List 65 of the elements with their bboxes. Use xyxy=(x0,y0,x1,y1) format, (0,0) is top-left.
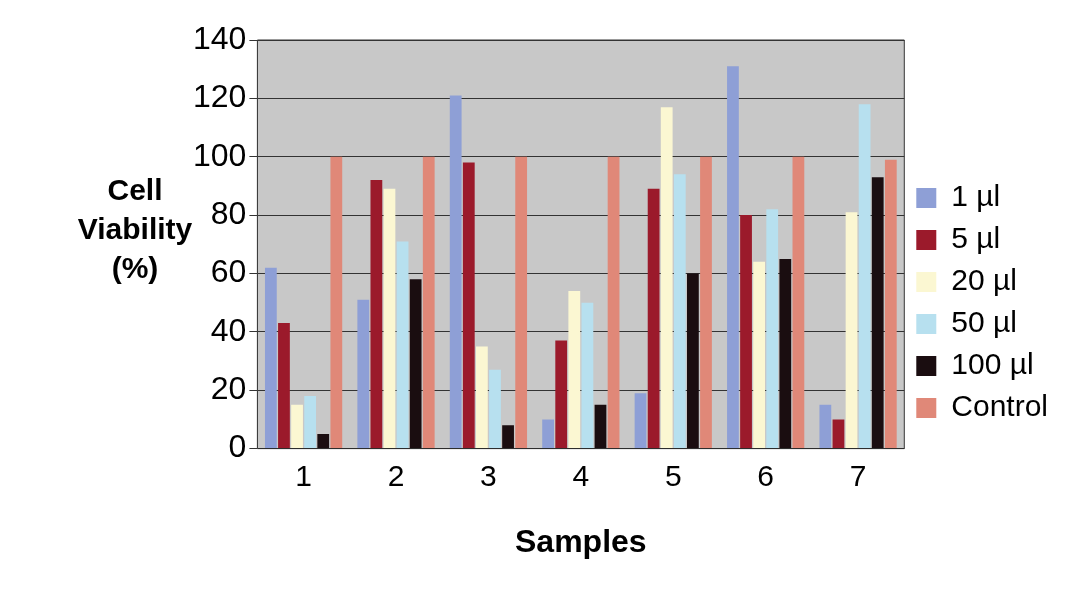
bar xyxy=(594,404,607,449)
y-tick-label: 100 xyxy=(193,136,247,173)
bar xyxy=(607,156,620,449)
x-tick-label: 4 xyxy=(572,458,590,492)
bar xyxy=(871,177,884,449)
x-tick-label: 5 xyxy=(664,458,682,492)
x-axis-title: Samples xyxy=(515,522,647,559)
bar xyxy=(832,419,845,449)
y-axis-title: Cell Viability (%) xyxy=(77,173,193,284)
bar xyxy=(357,299,370,449)
y-tick-label: 80 xyxy=(210,194,247,231)
legend-label: 50 µl xyxy=(951,305,1017,339)
bar xyxy=(779,258,792,449)
x-tick-label: 6 xyxy=(757,458,775,492)
bar xyxy=(740,215,752,449)
x-tick-label: 2 xyxy=(387,458,405,492)
bar xyxy=(291,404,303,449)
bar xyxy=(383,188,396,449)
bar xyxy=(819,404,832,449)
legend-label: 20 µl xyxy=(951,263,1017,297)
bar xyxy=(568,291,581,449)
y-tick-label: 0 xyxy=(228,428,247,465)
bar xyxy=(304,396,317,449)
bar xyxy=(542,419,554,449)
bar xyxy=(278,323,290,449)
legend-label: Control xyxy=(951,389,1049,423)
x-tick-label: 3 xyxy=(480,458,497,492)
legend-label: 1 µl xyxy=(951,179,1001,213)
legend-label: 5 µl xyxy=(951,221,1001,255)
y-tick-label: 20 xyxy=(210,370,247,407)
bar xyxy=(634,393,647,449)
x-tick-label: 7 xyxy=(849,458,867,492)
bar xyxy=(515,156,528,449)
bar xyxy=(727,66,739,449)
bar xyxy=(792,156,805,449)
bar xyxy=(370,180,383,449)
bar xyxy=(660,107,673,449)
bar xyxy=(330,156,343,449)
legend-label: 100 µl xyxy=(951,347,1034,381)
bar xyxy=(673,174,686,449)
bar xyxy=(845,212,858,449)
bar xyxy=(462,162,475,449)
bar xyxy=(581,302,594,449)
bar xyxy=(422,156,435,449)
bar xyxy=(647,188,660,449)
bar xyxy=(264,267,277,449)
bar xyxy=(449,95,462,449)
bar xyxy=(502,425,514,449)
bar xyxy=(396,241,409,449)
bar xyxy=(555,340,568,449)
bar xyxy=(489,369,501,449)
bar xyxy=(753,261,766,449)
y-tick-label: 120 xyxy=(193,78,247,115)
bar xyxy=(884,159,897,449)
bar xyxy=(858,104,871,449)
y-tick-label: 40 xyxy=(210,311,247,348)
y-tick-label: 140 xyxy=(193,19,247,56)
bar xyxy=(700,156,712,449)
bar xyxy=(317,434,330,449)
y-tick-label: 60 xyxy=(210,253,247,290)
bar xyxy=(766,209,779,449)
bar xyxy=(687,273,699,449)
bar xyxy=(409,279,422,449)
x-tick-label: 1 xyxy=(295,458,312,492)
bar xyxy=(475,346,488,449)
